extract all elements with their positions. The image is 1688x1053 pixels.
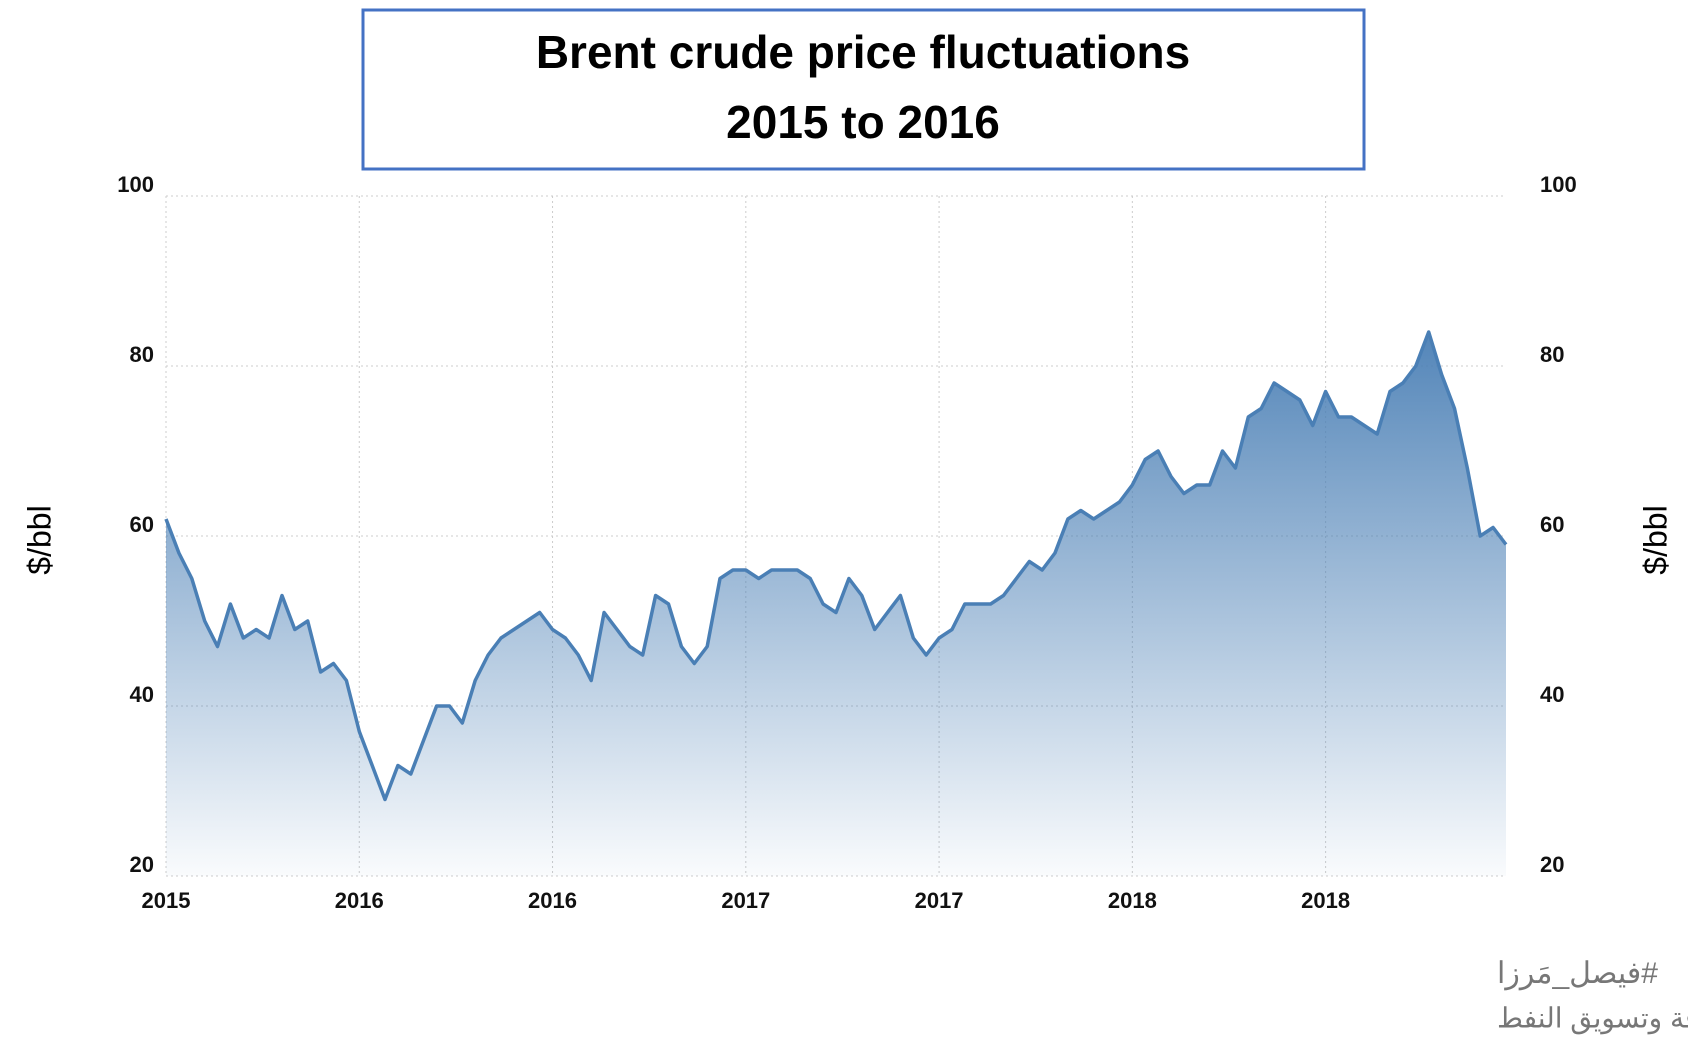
y2-tick-label: 100 [1540,172,1577,197]
annotation: مستشار في شؤون الطاقة وتسويق النفط [1497,1002,1688,1034]
x-tick-label: 2017 [915,888,964,913]
chart-title: 2015 to 2016 [726,96,1000,148]
y-axis-label: $/bbl [1637,505,1673,574]
y-tick-label: 20 [130,852,154,877]
y-tick-label: 100 [117,172,154,197]
title-box [361,8,1366,171]
annotation: #فيصل_مَرزا [1497,957,1658,991]
y2-tick-label: 20 [1540,852,1564,877]
y2-tick-label: 80 [1540,342,1564,367]
y2-tick-label: 60 [1540,512,1564,537]
y-tick-label: 40 [130,682,154,707]
y-tick-label: 80 [130,342,154,367]
x-tick-label: 2018 [1108,888,1157,913]
y-tick-label: 60 [130,512,154,537]
x-tick-label: 2017 [721,888,770,913]
y-axis-label: $/bbl [21,505,57,574]
x-tick-label: 2016 [335,888,384,913]
chart-title: Brent crude price fluctuations [536,26,1190,78]
y2-tick-label: 40 [1540,682,1564,707]
x-tick-label: 2018 [1301,888,1350,913]
area [166,332,1506,876]
x-tick-label: 2015 [142,888,191,913]
line [164,330,1508,802]
x-tick-label: 2016 [528,888,577,913]
